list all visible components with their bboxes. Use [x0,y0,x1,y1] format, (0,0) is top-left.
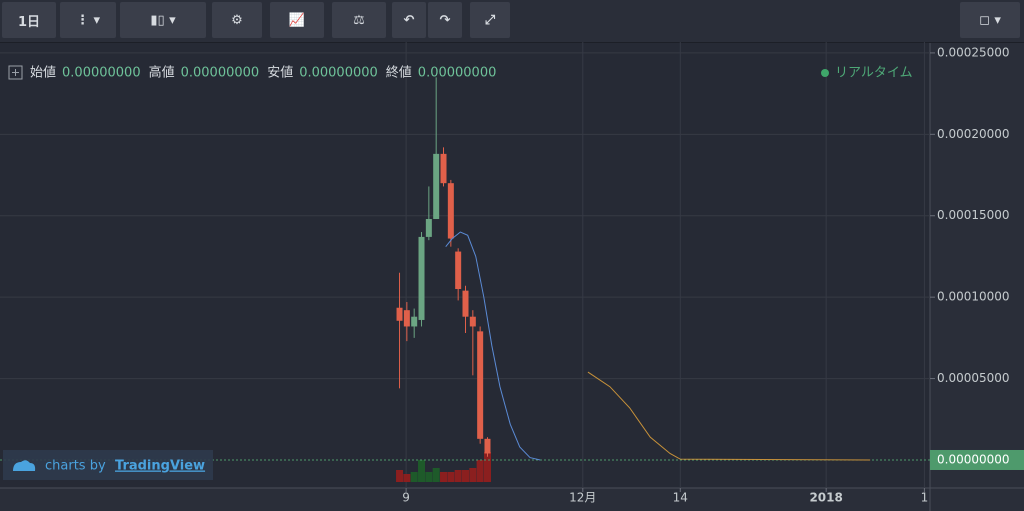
undo-button[interactable]: ↶ [392,2,426,38]
legend-value: 0.00000000 [181,66,260,81]
candle-body [418,236,425,320]
x-tick-label: 14 [673,491,688,505]
legend-value: 0.00000000 [62,66,141,81]
x-tick-label: 2018 [809,491,842,505]
watermark-box [3,450,213,480]
x-tick-label: 9 [402,491,410,505]
legend-toggle[interactable] [8,65,23,80]
candle-body [396,307,403,321]
volume-bar [432,468,440,482]
candle-body [455,251,462,290]
watermark-brand[interactable]: TradingView [115,459,205,474]
status-dot [821,69,829,77]
legend-value: 0.00000000 [299,66,378,81]
candle-body [433,153,440,219]
toolbar: 1日 ⋮ ▾ ▮▯ ▾ ⚙ 📈 ⚖ ↶ ↷ ⤢ ◻ ▾ [0,0,1024,43]
legend-toggle-icon [12,69,19,76]
legend-label: 安値 [267,65,293,81]
y-tick-label: 0.00010000 [937,290,1010,304]
candle-body [484,438,491,454]
candle-body [462,290,469,317]
y-tick-label: 0.00005000 [937,371,1010,385]
volume-bar [476,460,484,482]
last-price-box [930,449,1024,470]
y-tick-label: 0.00015000 [937,208,1010,222]
volume-bar [403,474,411,482]
legend-label: 始値 [30,65,56,81]
volume-bar [440,472,448,482]
interval-button[interactable]: 1日 [2,2,56,38]
chart-style-button[interactable]: ▮▯ ▾ [120,2,206,38]
legend-label: 高値 [149,65,175,81]
settings-button[interactable]: ⚙ [212,2,262,38]
last-price-label: 0.00000000 [937,452,1010,466]
volume-bar [454,470,462,482]
y-tick-label: 0.00020000 [937,127,1010,141]
candle-body [469,316,476,327]
candle-body [411,316,418,327]
candle-body [477,331,484,439]
layout-button[interactable]: ◻ ▾ [960,2,1020,38]
volume-bar [425,472,433,482]
volume-bar [396,470,404,482]
menu-button[interactable]: ⋮ ▾ [60,2,116,38]
watermark-prefix: charts by [45,459,106,474]
volume-bar [418,460,426,482]
x-tick-label: 12月 [569,491,596,505]
x-tick-label: 1 [921,491,929,505]
indicator-line [587,371,871,461]
watermark-logo [13,460,36,471]
y-tick-label: 0.00025000 [937,45,1010,59]
candle-body [440,153,447,184]
legend-value: 0.00000000 [418,66,497,81]
volume-bar [462,470,469,482]
candle-body [403,310,410,327]
volume-bar [483,452,491,482]
candle-body [425,218,432,237]
legend-label: 終値 [386,65,412,81]
compare-button[interactable]: ⚖ [332,2,386,38]
fullscreen-button[interactable]: ⤢ [470,2,510,38]
candle-body [447,183,454,239]
volume-bar [447,472,455,482]
status-label: リアルタイム [835,66,913,81]
indicator-line [445,231,541,461]
redo-button[interactable]: ↷ [428,2,462,38]
volume-bar [410,472,418,482]
indicators-button[interactable]: 📈 [270,2,324,38]
plot-area [0,43,930,488]
volume-bar [469,468,477,482]
